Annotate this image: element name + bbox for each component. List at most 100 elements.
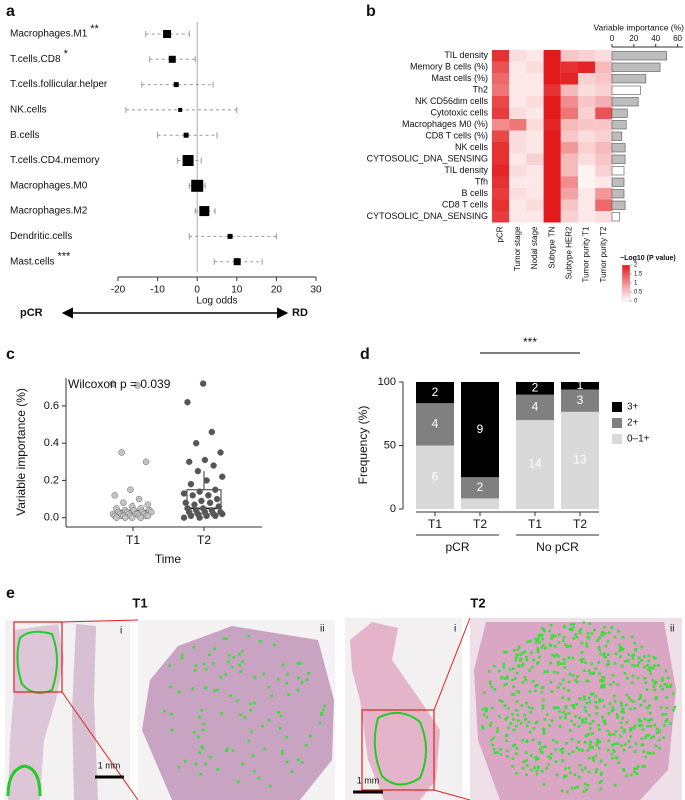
marker-dot (640, 724, 644, 727)
marker-dot (490, 685, 493, 689)
marker-dot (201, 728, 205, 732)
marker-dot (489, 721, 493, 725)
marker-dot (504, 677, 507, 681)
count-label: 4 (532, 400, 539, 414)
marker-dot (640, 737, 643, 740)
data-point (208, 428, 216, 436)
marker-dot (633, 770, 637, 774)
marker-dot (627, 653, 631, 656)
heat-cell (543, 119, 561, 131)
marker-dot (500, 677, 504, 680)
marker-dot (512, 718, 515, 721)
count-label: 6 (432, 469, 439, 483)
heat-cell (543, 96, 561, 108)
tissue (474, 622, 676, 800)
marker-dot (597, 645, 601, 649)
data-point (127, 486, 134, 493)
marker-dot (569, 622, 573, 626)
marker-dot (564, 706, 568, 710)
marker-dot (578, 631, 582, 634)
view-label: i (120, 626, 122, 637)
row-label: B.cells (10, 130, 39, 141)
marker-dot (622, 768, 626, 772)
heat-cell (492, 107, 510, 119)
row-label: Memory B cells (%) (410, 62, 488, 72)
marker-dot (224, 673, 228, 676)
marker-dot (568, 672, 572, 676)
x-tick-label: T2 (573, 517, 587, 531)
marker-dot (488, 670, 491, 673)
heat-cell (526, 61, 544, 73)
marker-dot (536, 684, 539, 687)
marker-dot (607, 732, 611, 736)
x-tick-label: 20 (271, 285, 283, 296)
heat-cell (560, 73, 578, 85)
marker-dot (637, 656, 641, 660)
marker-dot (562, 678, 565, 682)
marker-dot (602, 719, 605, 723)
marker-dot (643, 676, 647, 680)
marker-dot (647, 659, 651, 663)
heat-cell (578, 107, 596, 119)
marker-dot (578, 629, 581, 633)
heat-cell (595, 130, 613, 142)
marker-dot (581, 718, 584, 721)
marker-dot (249, 702, 252, 706)
marker-dot (592, 759, 595, 762)
heat-cell (543, 188, 561, 200)
marker-dot (639, 695, 643, 699)
marker-dot (204, 667, 208, 671)
marker-dot (595, 738, 599, 742)
heat-cell (492, 119, 510, 131)
heat-cell (526, 130, 544, 142)
marker-dot (590, 662, 593, 666)
marker-dot (522, 760, 526, 764)
heat-cell (509, 165, 527, 177)
marker-dot (591, 732, 594, 735)
zoom-line (433, 617, 471, 711)
heat-cell (560, 130, 578, 142)
marker-dot (517, 664, 520, 667)
marker-dot (602, 683, 606, 687)
marker-dot (647, 654, 651, 658)
marker-dot (512, 693, 516, 696)
marker-dot (591, 719, 595, 723)
scale-bar-label: 1 mm (357, 775, 380, 785)
heat-cell (492, 142, 510, 154)
image-title: T2 (470, 595, 485, 610)
marker-dot (632, 726, 636, 730)
marker-dot (525, 724, 529, 728)
marker-dot (253, 701, 256, 705)
heat-cell (526, 73, 544, 85)
marker-dot (588, 636, 591, 640)
marker-dot (191, 687, 195, 691)
marker-dot (622, 749, 626, 752)
marker-dot (549, 644, 553, 647)
marker-dot (258, 639, 262, 643)
x-tick-label: T2 (197, 533, 211, 547)
marker-dot (638, 719, 641, 723)
marker-dot (490, 706, 494, 710)
x-tick-label: T1 (528, 517, 542, 531)
marker-dots (481, 621, 677, 794)
marker-dot (630, 635, 634, 638)
marker-dot (558, 710, 562, 713)
marker-dot (177, 765, 181, 769)
data-point (189, 492, 196, 499)
heat-cell (543, 107, 561, 119)
marker-dot (281, 749, 284, 753)
marker-dot (574, 678, 577, 682)
marker-dot (277, 677, 280, 681)
marker-dot (528, 730, 532, 734)
marker-dot (570, 628, 574, 631)
legend-label: 3+ (627, 402, 639, 413)
marker-dot (567, 766, 571, 770)
marker-dot (572, 622, 576, 626)
marker-dot (502, 666, 506, 669)
marker-dot (285, 673, 289, 676)
marker-dot (613, 783, 617, 787)
marker-dot (537, 766, 540, 769)
heat-cell (509, 84, 527, 96)
estimate (183, 132, 189, 138)
marker-dot (249, 730, 253, 733)
